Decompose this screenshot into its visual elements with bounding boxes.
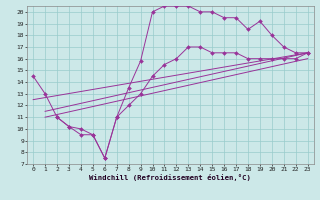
X-axis label: Windchill (Refroidissement éolien,°C): Windchill (Refroidissement éolien,°C) xyxy=(90,174,251,181)
